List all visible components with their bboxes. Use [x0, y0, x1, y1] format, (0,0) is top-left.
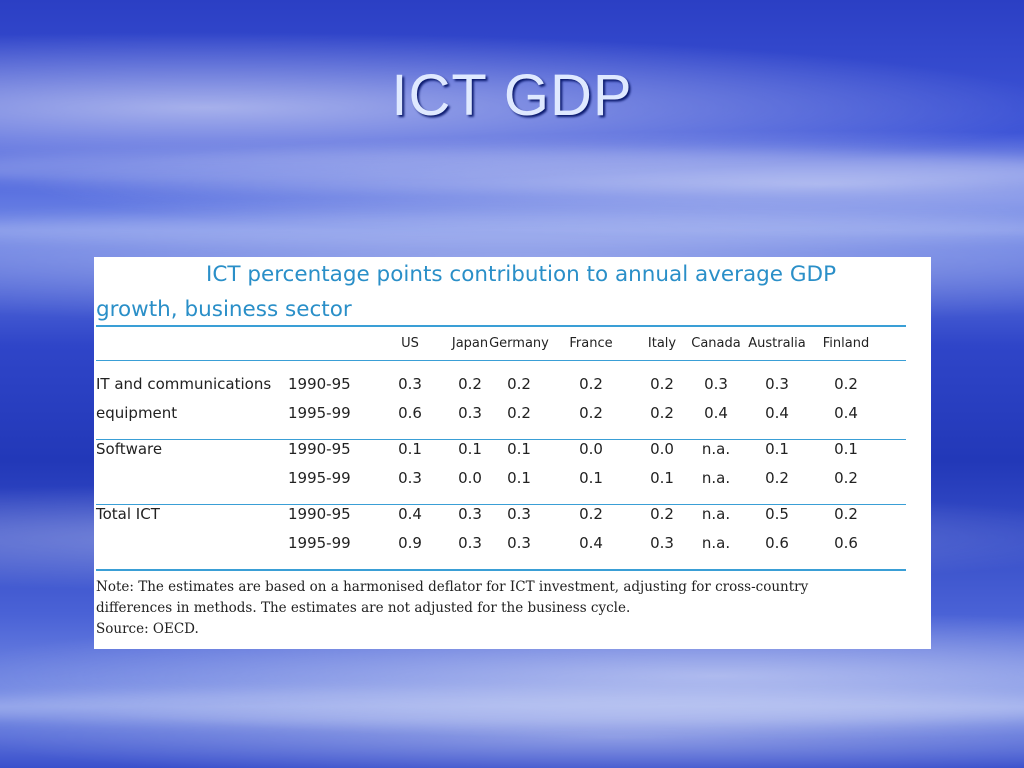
- value-cell: 0.4: [765, 404, 789, 422]
- value-cell: 0.1: [507, 469, 531, 487]
- value-cell: n.a.: [701, 534, 731, 552]
- row-label: IT and communications: [96, 375, 272, 393]
- value-cell: 0.6: [765, 534, 789, 552]
- value-cell: 0.1: [765, 440, 789, 458]
- column-header-italy: Italy: [647, 336, 677, 351]
- table-heading-line2: growth, business sector: [96, 297, 352, 322]
- table-heading: ICT percentage points contribution to an…: [96, 257, 896, 327]
- period-cell: 1995-99: [288, 404, 351, 422]
- value-cell: 0.2: [834, 375, 858, 393]
- value-cell: n.a.: [701, 469, 731, 487]
- row-label: Total ICT: [96, 505, 160, 523]
- note-line2: differences in methods. The estimates ar…: [96, 600, 631, 616]
- value-cell: 0.2: [507, 375, 531, 393]
- value-cell: 0.2: [650, 404, 674, 422]
- value-cell: 0.1: [398, 440, 422, 458]
- value-cell: 0.4: [579, 534, 603, 552]
- value-cell: 0.3: [704, 375, 728, 393]
- value-cell: 0.2: [507, 404, 531, 422]
- value-cell: 0.2: [834, 505, 858, 523]
- value-cell: 0.1: [507, 440, 531, 458]
- value-cell: 0.5: [765, 505, 789, 523]
- note-source: Source: OECD.: [96, 621, 199, 637]
- value-cell: 0.3: [765, 375, 789, 393]
- column-header-finland: Finland: [822, 336, 870, 351]
- period-cell: 1995-99: [288, 534, 351, 552]
- group-rule: [96, 504, 906, 505]
- period-cell: 1995-99: [288, 469, 351, 487]
- ict-contribution-table: ICT percentage points contribution to an…: [94, 257, 931, 649]
- period-cell: 1990-95: [288, 375, 351, 393]
- value-cell: 0.3: [507, 505, 531, 523]
- value-cell: 0.9: [398, 534, 422, 552]
- value-cell: 0.1: [650, 469, 674, 487]
- value-cell: 0.1: [579, 469, 603, 487]
- value-cell: 0.6: [834, 534, 858, 552]
- value-cell: 0.3: [458, 404, 482, 422]
- value-cell: 0.3: [650, 534, 674, 552]
- value-cell: 0.0: [579, 440, 603, 458]
- value-cell: 0.2: [650, 375, 674, 393]
- column-header-canada: Canada: [691, 336, 741, 351]
- value-cell: 0.4: [398, 505, 422, 523]
- row-label: Software: [96, 440, 163, 458]
- value-cell: 0.2: [579, 505, 603, 523]
- value-cell: 0.3: [458, 505, 482, 523]
- value-cell: n.a.: [701, 505, 731, 523]
- value-cell: 0.4: [834, 404, 858, 422]
- table-note: Note: The estimates are based on a harmo…: [96, 577, 916, 640]
- period-cell: 1990-95: [288, 505, 351, 523]
- value-cell: 0.2: [765, 469, 789, 487]
- value-cell: 0.6: [398, 404, 422, 422]
- value-cell: 0.2: [579, 404, 603, 422]
- header-rule: [96, 360, 906, 361]
- slide-title: ICT GDP: [391, 63, 633, 128]
- column-header-us: US: [401, 336, 419, 351]
- period-cell: 1990-95: [288, 440, 351, 458]
- value-cell: 0.1: [458, 440, 482, 458]
- group-rule: [96, 569, 906, 571]
- column-header-japan: Japan: [451, 336, 489, 351]
- value-cell: 0.3: [458, 534, 482, 552]
- row-label-continued: equipment: [96, 404, 178, 422]
- value-cell: 0.0: [458, 469, 482, 487]
- group-rule: [96, 439, 906, 440]
- top-rule: [96, 325, 906, 327]
- column-header-france: France: [569, 336, 613, 351]
- value-cell: 0.2: [650, 505, 674, 523]
- value-cell: 0.3: [398, 469, 422, 487]
- value-cell: n.a.: [701, 440, 731, 458]
- value-cell: 0.4: [704, 404, 728, 422]
- column-header-germany: Germany: [489, 336, 549, 351]
- note-line1: Note: The estimates are based on a harmo…: [96, 579, 809, 595]
- value-cell: 0.2: [458, 375, 482, 393]
- value-cell: 0.3: [398, 375, 422, 393]
- value-cell: 0.1: [834, 440, 858, 458]
- value-cell: 0.3: [507, 534, 531, 552]
- value-cell: 0.2: [834, 469, 858, 487]
- column-header-australia: Australia: [748, 336, 806, 351]
- table-heading-line1: ICT percentage points contribution to an…: [206, 262, 837, 287]
- value-cell: 0.2: [579, 375, 603, 393]
- value-cell: 0.0: [650, 440, 674, 458]
